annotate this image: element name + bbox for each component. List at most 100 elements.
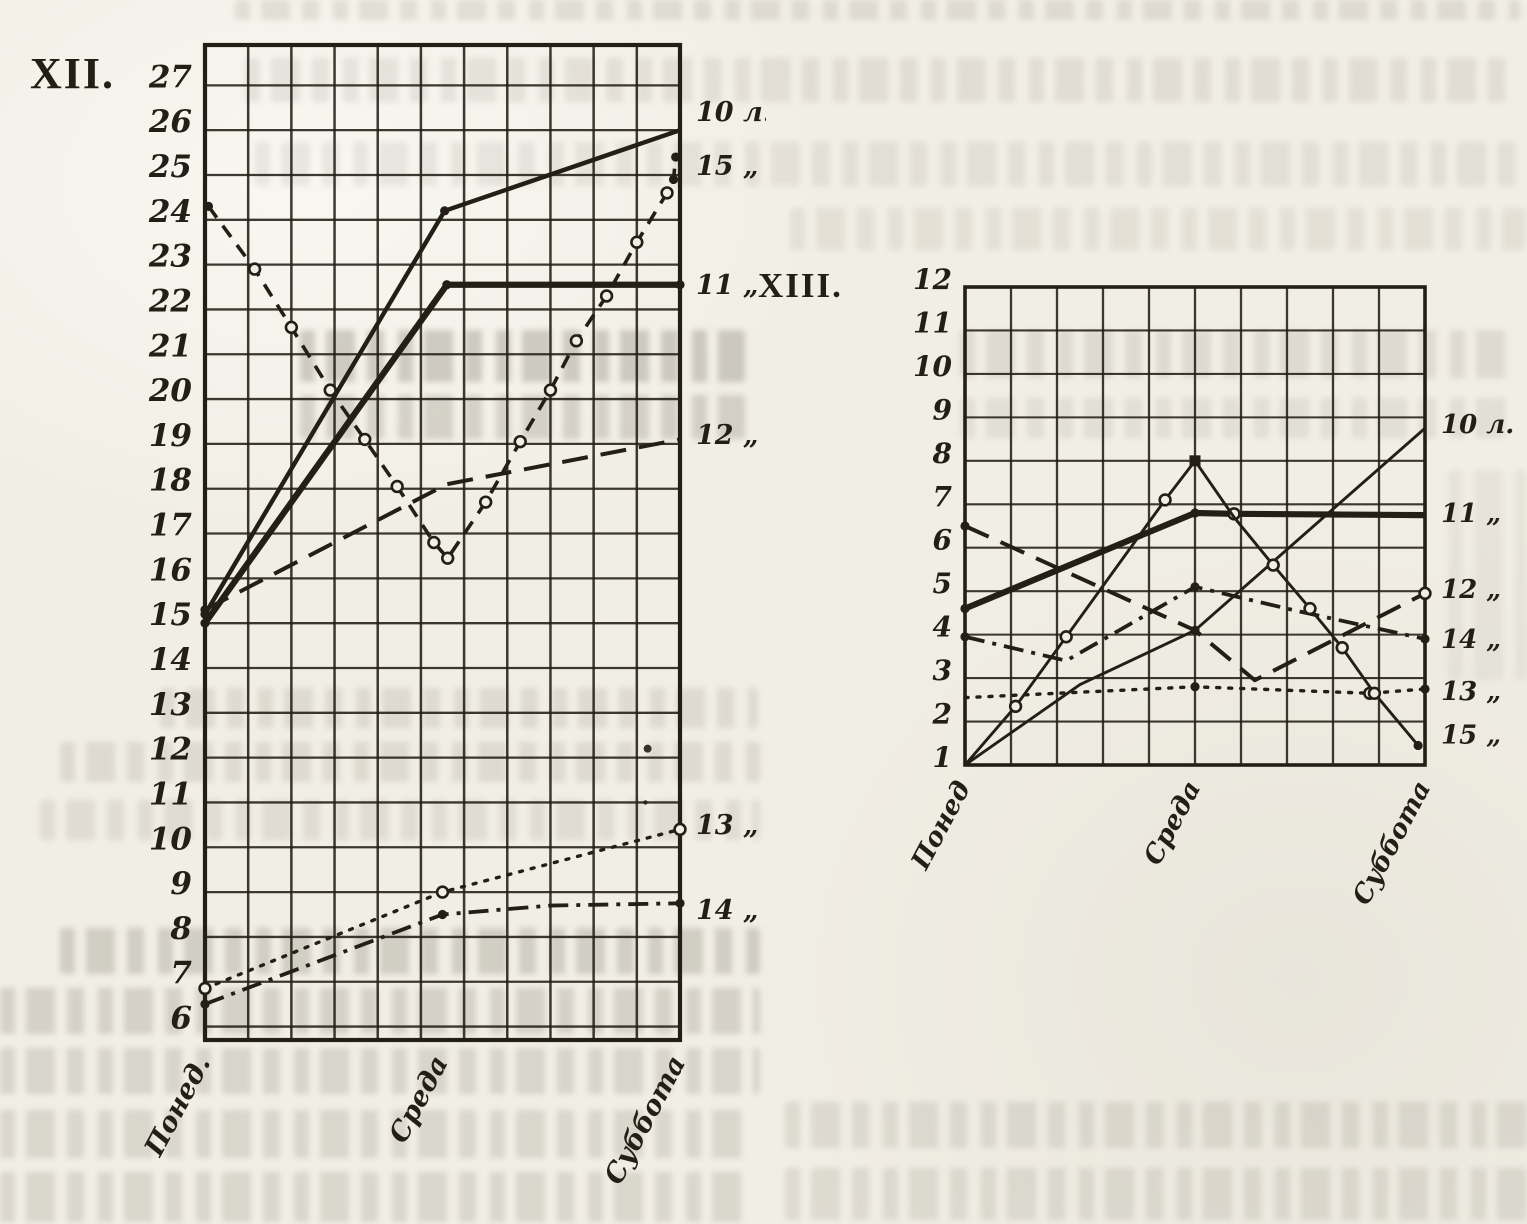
x-tick-label: Суббота <box>599 1051 692 1190</box>
data-point-circle <box>599 289 614 303</box>
data-point-dot <box>440 206 450 216</box>
series-11 <box>200 280 685 628</box>
data-point-dot <box>437 909 448 920</box>
data-point-circle <box>427 535 441 550</box>
data-point-circle <box>358 432 372 447</box>
data-point-circle <box>1266 558 1280 572</box>
series-15 <box>203 152 681 565</box>
series-line <box>963 685 1427 700</box>
y-tick-label: 4 <box>933 611 952 644</box>
data-point-circle <box>390 479 404 494</box>
series-label: 15 „ <box>1441 721 1501 751</box>
series-end-labels: 10 л. 15 „ 11 „ 12 „ 13 „ 14 „ <box>696 97 766 926</box>
y-tick-label: 26 <box>148 104 192 140</box>
series-line <box>964 524 1426 683</box>
series-label: 10 л. <box>696 97 766 128</box>
plot-frame <box>202 42 683 1043</box>
data-point-dot <box>1190 582 1200 592</box>
y-tick-label: 3 <box>933 654 952 687</box>
x-axis-day-labels: Понед. Среда Суббота <box>138 1051 692 1190</box>
y-tick-label: 2 <box>932 698 952 731</box>
bleedthrough-text-streak <box>785 1102 1527 1148</box>
y-tick-label: 12 <box>913 263 952 296</box>
y-tick-label: 12 <box>149 732 192 768</box>
data-point-circle <box>247 262 262 276</box>
data-point-circle <box>440 551 455 565</box>
data-point-circle <box>323 383 337 397</box>
y-tick-label: 21 <box>148 328 192 364</box>
grid <box>205 45 680 1040</box>
y-tick-label: 22 <box>148 283 192 319</box>
data-point-dot <box>675 898 685 908</box>
y-tick-label: 6 <box>170 1001 192 1037</box>
y-tick-label: 11 <box>149 776 192 812</box>
series-label: 14 „ <box>696 895 759 926</box>
series-label: 13 „ <box>696 810 759 841</box>
y-tick-label: 8 <box>932 437 952 470</box>
data-point-circle <box>630 235 644 249</box>
series-line <box>963 509 1426 612</box>
data-point-circle <box>478 495 493 509</box>
data-point-dot <box>671 152 681 162</box>
series-label: 11 „ <box>696 270 759 301</box>
x-tick-label: Понед. <box>138 1051 217 1162</box>
y-tick-label: 10 <box>913 350 952 383</box>
data-point-dot <box>442 280 452 290</box>
series-13 <box>198 822 687 996</box>
y-tick-label: 18 <box>149 463 192 499</box>
y-tick-label: 25 <box>148 149 192 185</box>
data-point-dot <box>668 174 679 185</box>
y-tick-label: 6 <box>933 524 952 557</box>
figure-number-xiii: XIII. <box>758 266 843 305</box>
data-point-dot <box>200 618 210 628</box>
series-line <box>203 827 682 991</box>
data-point-circle <box>1158 493 1172 507</box>
series-12 <box>200 437 681 615</box>
x-axis-day-labels: Понед Среда Суббота <box>905 776 1437 910</box>
y-axis-tick-labels: 27 26 25 24 23 22 21 20 19 18 17 16 15 14 13 12 11 10 9 8 7 6 <box>148 59 193 1036</box>
data-point-dot <box>200 605 210 615</box>
figure-number-xii: XII. <box>30 49 116 98</box>
series-label: 15 „ <box>696 151 759 182</box>
y-tick-label: 8 <box>169 911 192 947</box>
series-10 <box>200 128 681 619</box>
y-tick-label: 27 <box>148 59 193 95</box>
y-tick-label: 24 <box>148 194 192 230</box>
data-point-dot <box>960 632 970 642</box>
y-tick-label: 11 <box>913 306 952 339</box>
y-tick-label: 5 <box>933 567 952 600</box>
series-14 <box>200 898 685 1009</box>
y-tick-label: 14 <box>149 642 192 678</box>
series-13 <box>963 682 1430 700</box>
series-end-labels: 10 л. 11 „ 12 „ 14 „ 13 „ 15 „ <box>1441 410 1514 751</box>
line-chart-xiii: 12 11 10 9 8 7 6 5 4 3 2 1 10 л. 11 „ 12 „ 14 „ 13 „ 15 „… <box>905 263 1514 910</box>
data-point-circle <box>198 981 212 996</box>
bleedthrough-text-streak <box>235 0 1520 20</box>
data-point-circle <box>673 822 687 837</box>
data-point-dot <box>203 201 214 211</box>
y-tick-label: 13 <box>149 687 192 723</box>
series-12 <box>960 521 1432 683</box>
x-tick-label: Среда <box>1138 776 1207 870</box>
ink-speck <box>643 744 652 753</box>
y-tick-label: 20 <box>148 373 193 409</box>
data-point-circle <box>284 320 299 335</box>
y-tick-label: 10 <box>149 821 193 857</box>
y-tick-label: 7 <box>933 480 953 513</box>
y-tick-label: 7 <box>170 956 192 992</box>
data-point-square <box>1189 455 1201 467</box>
data-point-circle <box>569 334 584 348</box>
data-point-dot <box>200 999 210 1009</box>
data-point-dot <box>960 521 970 531</box>
data-point-dot <box>1190 682 1200 692</box>
ink-speck <box>643 800 648 805</box>
data-point-circle <box>1059 630 1073 644</box>
series-15 <box>963 455 1423 766</box>
series-label: 12 „ <box>696 420 759 451</box>
bleedthrough-text-streak <box>790 208 1525 250</box>
data-point-circle <box>1367 686 1382 700</box>
x-tick-label: Суббота <box>1347 776 1437 910</box>
data-point-dot <box>1190 508 1200 518</box>
data-point-circle <box>1303 601 1317 616</box>
